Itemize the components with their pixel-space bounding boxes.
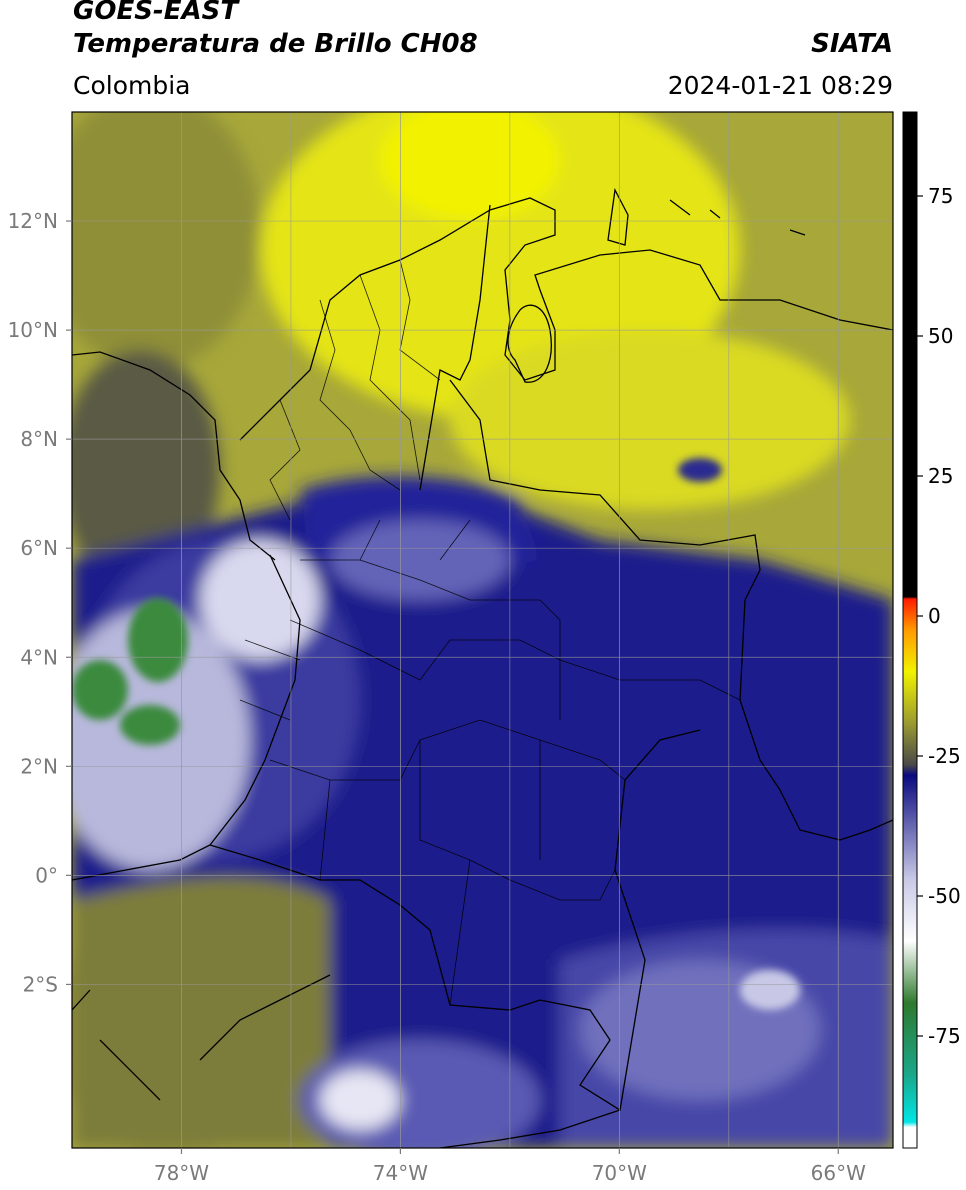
lon-tick-label: 74°W xyxy=(373,1161,428,1185)
colorbar-tick-label: -75 xyxy=(928,1024,961,1048)
lat-tick-label: 6°N xyxy=(20,536,58,560)
product-title: Temperatura de Brillo CH08 xyxy=(73,29,478,59)
colorbar-tick-label: 25 xyxy=(928,464,953,488)
lat-tick-label: 12°N xyxy=(8,209,58,233)
colorbar-tick-label: 75 xyxy=(928,184,953,208)
colorbar-tick-label: -25 xyxy=(928,744,961,768)
country-borders xyxy=(72,187,893,1148)
lat-tick-label: 4°N xyxy=(20,645,58,669)
datetime-label: 2024-01-21 08:29 xyxy=(667,71,893,100)
lon-tick-label: 78°W xyxy=(154,1161,209,1185)
colorbar-tick-label: 0 xyxy=(928,604,941,628)
lat-tick-label: 0° xyxy=(35,863,58,887)
lat-tick-label: 8°N xyxy=(20,427,58,451)
source-label: SIATA xyxy=(811,29,893,59)
colorbar-tick-label: -50 xyxy=(928,884,961,908)
department-borders xyxy=(239,259,741,1006)
longitude-axis: 78°W 74°W 70°W 66°W xyxy=(154,1148,866,1185)
brightness-temperature-imagery xyxy=(72,112,893,1148)
map-gridlines xyxy=(72,112,893,1148)
lat-tick-label: 2°N xyxy=(20,754,58,778)
satellite-title: GOES-EAST xyxy=(73,0,239,26)
lon-tick-label: 66°W xyxy=(811,1161,866,1185)
map-frame xyxy=(71,111,894,1149)
latitude-axis: 12°N 10°N 8°N 6°N 4°N 2°N 0° 2°S xyxy=(8,209,72,996)
colorbar xyxy=(902,111,918,1149)
region-label: Colombia xyxy=(73,71,191,100)
lat-tick-label: 2°S xyxy=(23,972,58,996)
colorbar-tick-label: 50 xyxy=(928,324,953,348)
colorbar-ticks: 75 50 25 0 -25 -50 -75 xyxy=(917,184,961,1048)
lon-tick-label: 70°W xyxy=(592,1161,647,1185)
lat-tick-label: 10°N xyxy=(8,318,58,342)
